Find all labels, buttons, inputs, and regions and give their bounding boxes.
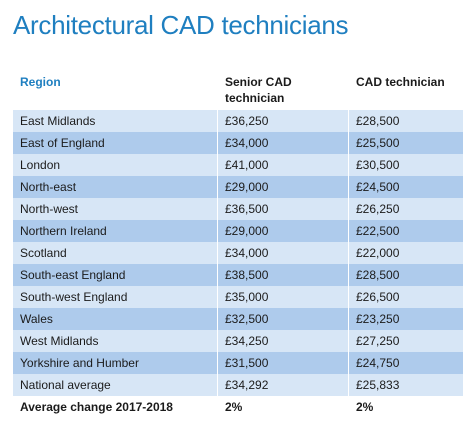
cell-region: East Midlands: [20, 114, 96, 128]
cell-region: West Midlands: [20, 334, 99, 348]
column-divider: [217, 132, 218, 154]
column-divider: [217, 110, 218, 132]
table-body: East Midlands £36,250 £28,500 East of Engla…: [13, 110, 463, 396]
table-row: South-east England £38,500 £28,500: [13, 264, 463, 286]
cell-cad-salary: £28,500: [356, 114, 400, 128]
cell-senior-salary: £31,500: [225, 356, 269, 370]
cell-region: South-west England: [20, 290, 128, 304]
cell-cad-salary: £27,250: [356, 334, 400, 348]
column-divider: [217, 308, 218, 330]
cell-senior-salary: £29,000: [225, 224, 269, 238]
cell-cad-salary: £22,000: [356, 246, 400, 260]
footer-senior-change: 2%: [225, 400, 243, 414]
column-divider: [217, 352, 218, 374]
column-divider: [348, 352, 349, 374]
cell-senior-salary: £29,000: [225, 180, 269, 194]
cell-senior-salary: £32,500: [225, 312, 269, 326]
column-divider: [217, 242, 218, 264]
cell-senior-salary: £36,250: [225, 114, 269, 128]
column-divider: [217, 154, 218, 176]
header-senior-cad-technician: Senior CAD technician: [225, 75, 292, 105]
column-divider: [217, 330, 218, 352]
cell-cad-salary: £24,500: [356, 180, 400, 194]
column-divider: [348, 286, 349, 308]
cell-cad-salary: £25,833: [356, 378, 400, 392]
cell-senior-salary: £38,500: [225, 268, 269, 282]
column-divider: [217, 198, 218, 220]
table-row: North-east £29,000 £24,500: [13, 176, 463, 198]
cell-region: Northern Ireland: [20, 224, 107, 238]
column-divider: [348, 132, 349, 154]
cell-senior-salary: £36,500: [225, 202, 269, 216]
cell-senior-salary: £34,000: [225, 136, 269, 150]
footer-cad-change: 2%: [356, 400, 374, 414]
table-row: East Midlands £36,250 £28,500: [13, 110, 463, 132]
cell-cad-salary: £23,250: [356, 312, 400, 326]
cell-senior-salary: £35,000: [225, 290, 269, 304]
column-divider: [348, 242, 349, 264]
cell-region: South-east England: [20, 268, 126, 282]
table-row: South-west England £35,000 £26,500: [13, 286, 463, 308]
table-row: West Midlands £34,250 £27,250: [13, 330, 463, 352]
page-title: Architectural CAD technicians: [13, 10, 349, 40]
cell-cad-salary: £24,750: [356, 356, 400, 370]
cell-region: North-east: [20, 180, 77, 194]
column-divider: [348, 374, 349, 396]
cell-region: Scotland: [20, 246, 67, 260]
cell-region: London: [20, 158, 61, 172]
table-row: Scotland £34,000 £22,000: [13, 242, 463, 264]
column-divider: [217, 176, 218, 198]
footer-label: Average change 2017-2018: [20, 400, 173, 414]
cell-senior-salary: £34,292: [225, 378, 269, 392]
cell-region: National average: [20, 378, 111, 392]
table-row: Wales £32,500 £23,250: [13, 308, 463, 330]
header-cad-technician: CAD technician: [356, 75, 445, 89]
cell-region: Wales: [20, 312, 53, 326]
column-divider: [348, 264, 349, 286]
table-row: Northern Ireland £29,000 £22,500: [13, 220, 463, 242]
column-divider: [217, 264, 218, 286]
cell-cad-salary: £30,500: [356, 158, 400, 172]
cell-cad-salary: £28,500: [356, 268, 400, 282]
header-region: Region: [20, 75, 61, 89]
column-divider: [348, 154, 349, 176]
cell-region: Yorkshire and Humber: [20, 356, 139, 370]
cell-senior-salary: £34,000: [225, 246, 269, 260]
column-divider: [348, 176, 349, 198]
cell-region: East of England: [20, 136, 105, 150]
salary-table: Region Senior CAD technician CAD technic…: [13, 66, 463, 418]
table-row: North-west £36,500 £26,250: [13, 198, 463, 220]
table-header: Region Senior CAD technician CAD technic…: [13, 66, 463, 110]
table-row: National average £34,292 £25,833: [13, 374, 463, 396]
column-divider: [348, 110, 349, 132]
cell-senior-salary: £34,250: [225, 334, 269, 348]
column-divider: [217, 286, 218, 308]
cell-cad-salary: £26,500: [356, 290, 400, 304]
column-divider: [348, 330, 349, 352]
column-divider: [217, 374, 218, 396]
cell-region: North-west: [20, 202, 79, 216]
table-footer: Average change 2017-2018 2% 2%: [13, 396, 463, 418]
cell-cad-salary: £25,500: [356, 136, 400, 150]
cell-cad-salary: £22,500: [356, 224, 400, 238]
cell-cad-salary: £26,250: [356, 202, 400, 216]
cell-senior-salary: £41,000: [225, 158, 269, 172]
table-row: London £41,000 £30,500: [13, 154, 463, 176]
column-divider: [348, 308, 349, 330]
column-divider: [348, 198, 349, 220]
table-row: Yorkshire and Humber £31,500 £24,750: [13, 352, 463, 374]
column-divider: [348, 220, 349, 242]
table-row: East of England £34,000 £25,500: [13, 132, 463, 154]
column-divider: [217, 220, 218, 242]
